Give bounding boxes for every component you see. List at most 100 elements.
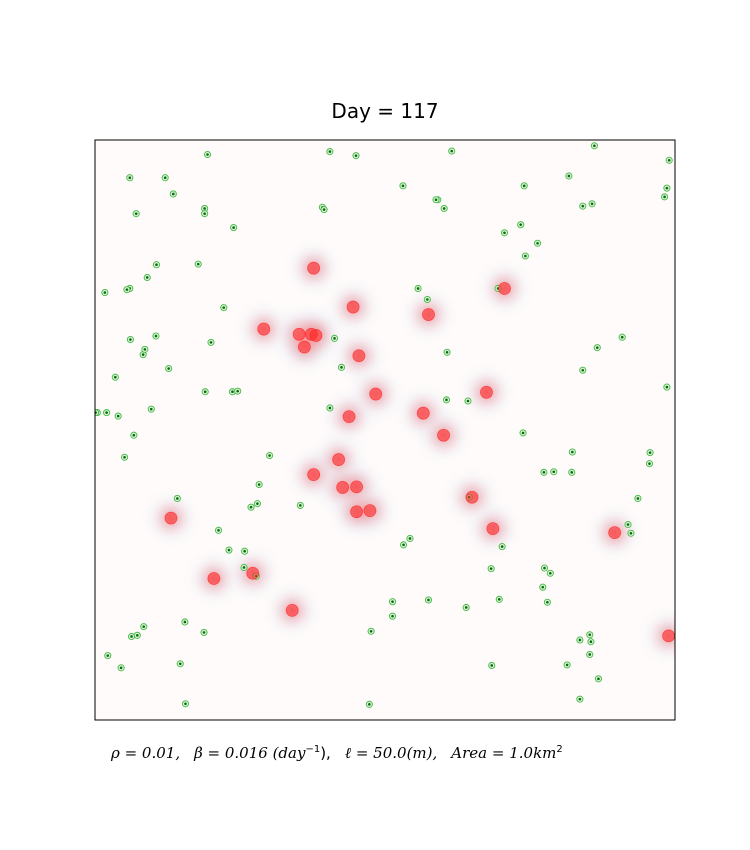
susceptible-point xyxy=(140,623,148,631)
susceptible-point-center xyxy=(155,263,158,267)
susceptible-point xyxy=(181,618,189,626)
susceptible-point xyxy=(117,664,125,672)
susceptible-point xyxy=(352,152,360,160)
susceptible-point-center xyxy=(231,390,234,394)
susceptible-point-center xyxy=(268,454,271,457)
caption-rho: ρ = 0.01, xyxy=(111,744,181,762)
caption-beta-close: ), xyxy=(320,744,331,762)
susceptible-point-center xyxy=(489,567,493,570)
susceptible-point-center xyxy=(369,629,373,633)
susceptible-point xyxy=(634,494,642,502)
susceptible-point xyxy=(101,288,109,297)
susceptible-point xyxy=(487,565,495,573)
infected-point xyxy=(346,300,360,314)
susceptible-point xyxy=(388,612,397,620)
susceptible-point xyxy=(443,348,451,356)
infected-point xyxy=(350,505,363,519)
infected-point xyxy=(465,490,479,504)
susceptible-point xyxy=(266,451,274,460)
susceptible-point xyxy=(550,468,558,476)
susceptible-point xyxy=(169,190,177,198)
susceptible-point xyxy=(414,284,422,293)
susceptible-point-center xyxy=(333,337,336,340)
susceptible-point-center xyxy=(408,537,412,540)
infected-point xyxy=(246,566,260,580)
infected-point xyxy=(422,308,435,321)
susceptible-point-center xyxy=(242,566,246,569)
susceptible-point xyxy=(207,338,215,346)
susceptible-point-center xyxy=(552,470,556,474)
susceptible-point xyxy=(565,172,573,180)
susceptible-point xyxy=(123,286,131,294)
susceptible-point xyxy=(661,193,669,201)
susceptible-point xyxy=(176,660,184,668)
susceptible-point xyxy=(241,547,249,555)
susceptible-point-center xyxy=(243,549,246,553)
susceptible-point-center xyxy=(626,523,630,526)
susceptible-point xyxy=(228,388,237,396)
susceptible-point xyxy=(448,147,456,155)
infected-halo xyxy=(644,611,675,660)
infected-point xyxy=(369,387,383,401)
susceptible-point-center xyxy=(134,212,138,215)
susceptible-point-center xyxy=(434,198,438,202)
susceptible-point-center xyxy=(227,548,231,552)
susceptible-point-center xyxy=(648,451,652,454)
susceptible-point-center xyxy=(132,433,136,437)
susceptible-point xyxy=(432,196,440,204)
susceptible-point-center xyxy=(541,585,545,589)
susceptible-point xyxy=(181,700,190,708)
susceptible-point xyxy=(568,448,576,456)
caption-beta-exponent: −1 xyxy=(305,744,321,755)
susceptible-point-center xyxy=(128,176,132,179)
susceptible-point xyxy=(546,569,554,577)
susceptible-point xyxy=(539,583,547,591)
susceptible-point-center xyxy=(154,334,158,338)
susceptible-points-layer xyxy=(95,142,673,708)
susceptible-point xyxy=(579,366,587,374)
susceptible-point-center xyxy=(426,298,429,301)
susceptible-point-center xyxy=(167,367,170,370)
infected-point xyxy=(352,349,366,363)
infected-point xyxy=(662,629,675,643)
susceptible-point-center xyxy=(636,497,640,500)
susceptible-point xyxy=(588,200,596,208)
susceptible-point xyxy=(462,603,470,612)
susceptible-point-center xyxy=(163,176,167,179)
susceptible-point-center xyxy=(497,598,501,601)
susceptible-point-center xyxy=(141,353,145,356)
susceptible-point xyxy=(586,631,594,639)
susceptible-point xyxy=(240,563,248,572)
susceptible-point-center xyxy=(536,241,539,245)
susceptible-point-center xyxy=(549,571,552,575)
susceptible-point-center xyxy=(236,389,239,393)
susceptible-point xyxy=(590,142,598,150)
susceptible-point xyxy=(365,700,373,708)
susceptible-point xyxy=(568,468,576,476)
susceptible-point xyxy=(141,345,149,353)
susceptible-point xyxy=(130,431,138,439)
susceptible-point-center xyxy=(176,497,179,500)
susceptible-point-center xyxy=(145,276,149,279)
susceptible-point-center xyxy=(595,346,599,349)
susceptible-point xyxy=(367,627,375,635)
susceptible-point xyxy=(161,174,169,182)
susceptible-point xyxy=(399,182,407,190)
susceptible-point xyxy=(194,260,202,268)
susceptible-point-center xyxy=(116,414,120,418)
infected-point xyxy=(304,327,318,341)
susceptible-point-center xyxy=(629,531,633,535)
susceptible-point-center xyxy=(546,600,549,604)
susceptible-point-center xyxy=(232,226,235,229)
susceptible-point-center xyxy=(445,350,449,354)
susceptible-point xyxy=(152,261,161,269)
susceptible-point xyxy=(423,295,431,304)
susceptible-point xyxy=(663,383,671,391)
susceptible-point xyxy=(104,652,112,660)
susceptible-point-center xyxy=(522,184,526,188)
susceptible-point xyxy=(214,526,223,534)
susceptible-point xyxy=(220,304,228,312)
susceptible-point xyxy=(126,335,134,344)
susceptible-point-center xyxy=(256,502,259,505)
